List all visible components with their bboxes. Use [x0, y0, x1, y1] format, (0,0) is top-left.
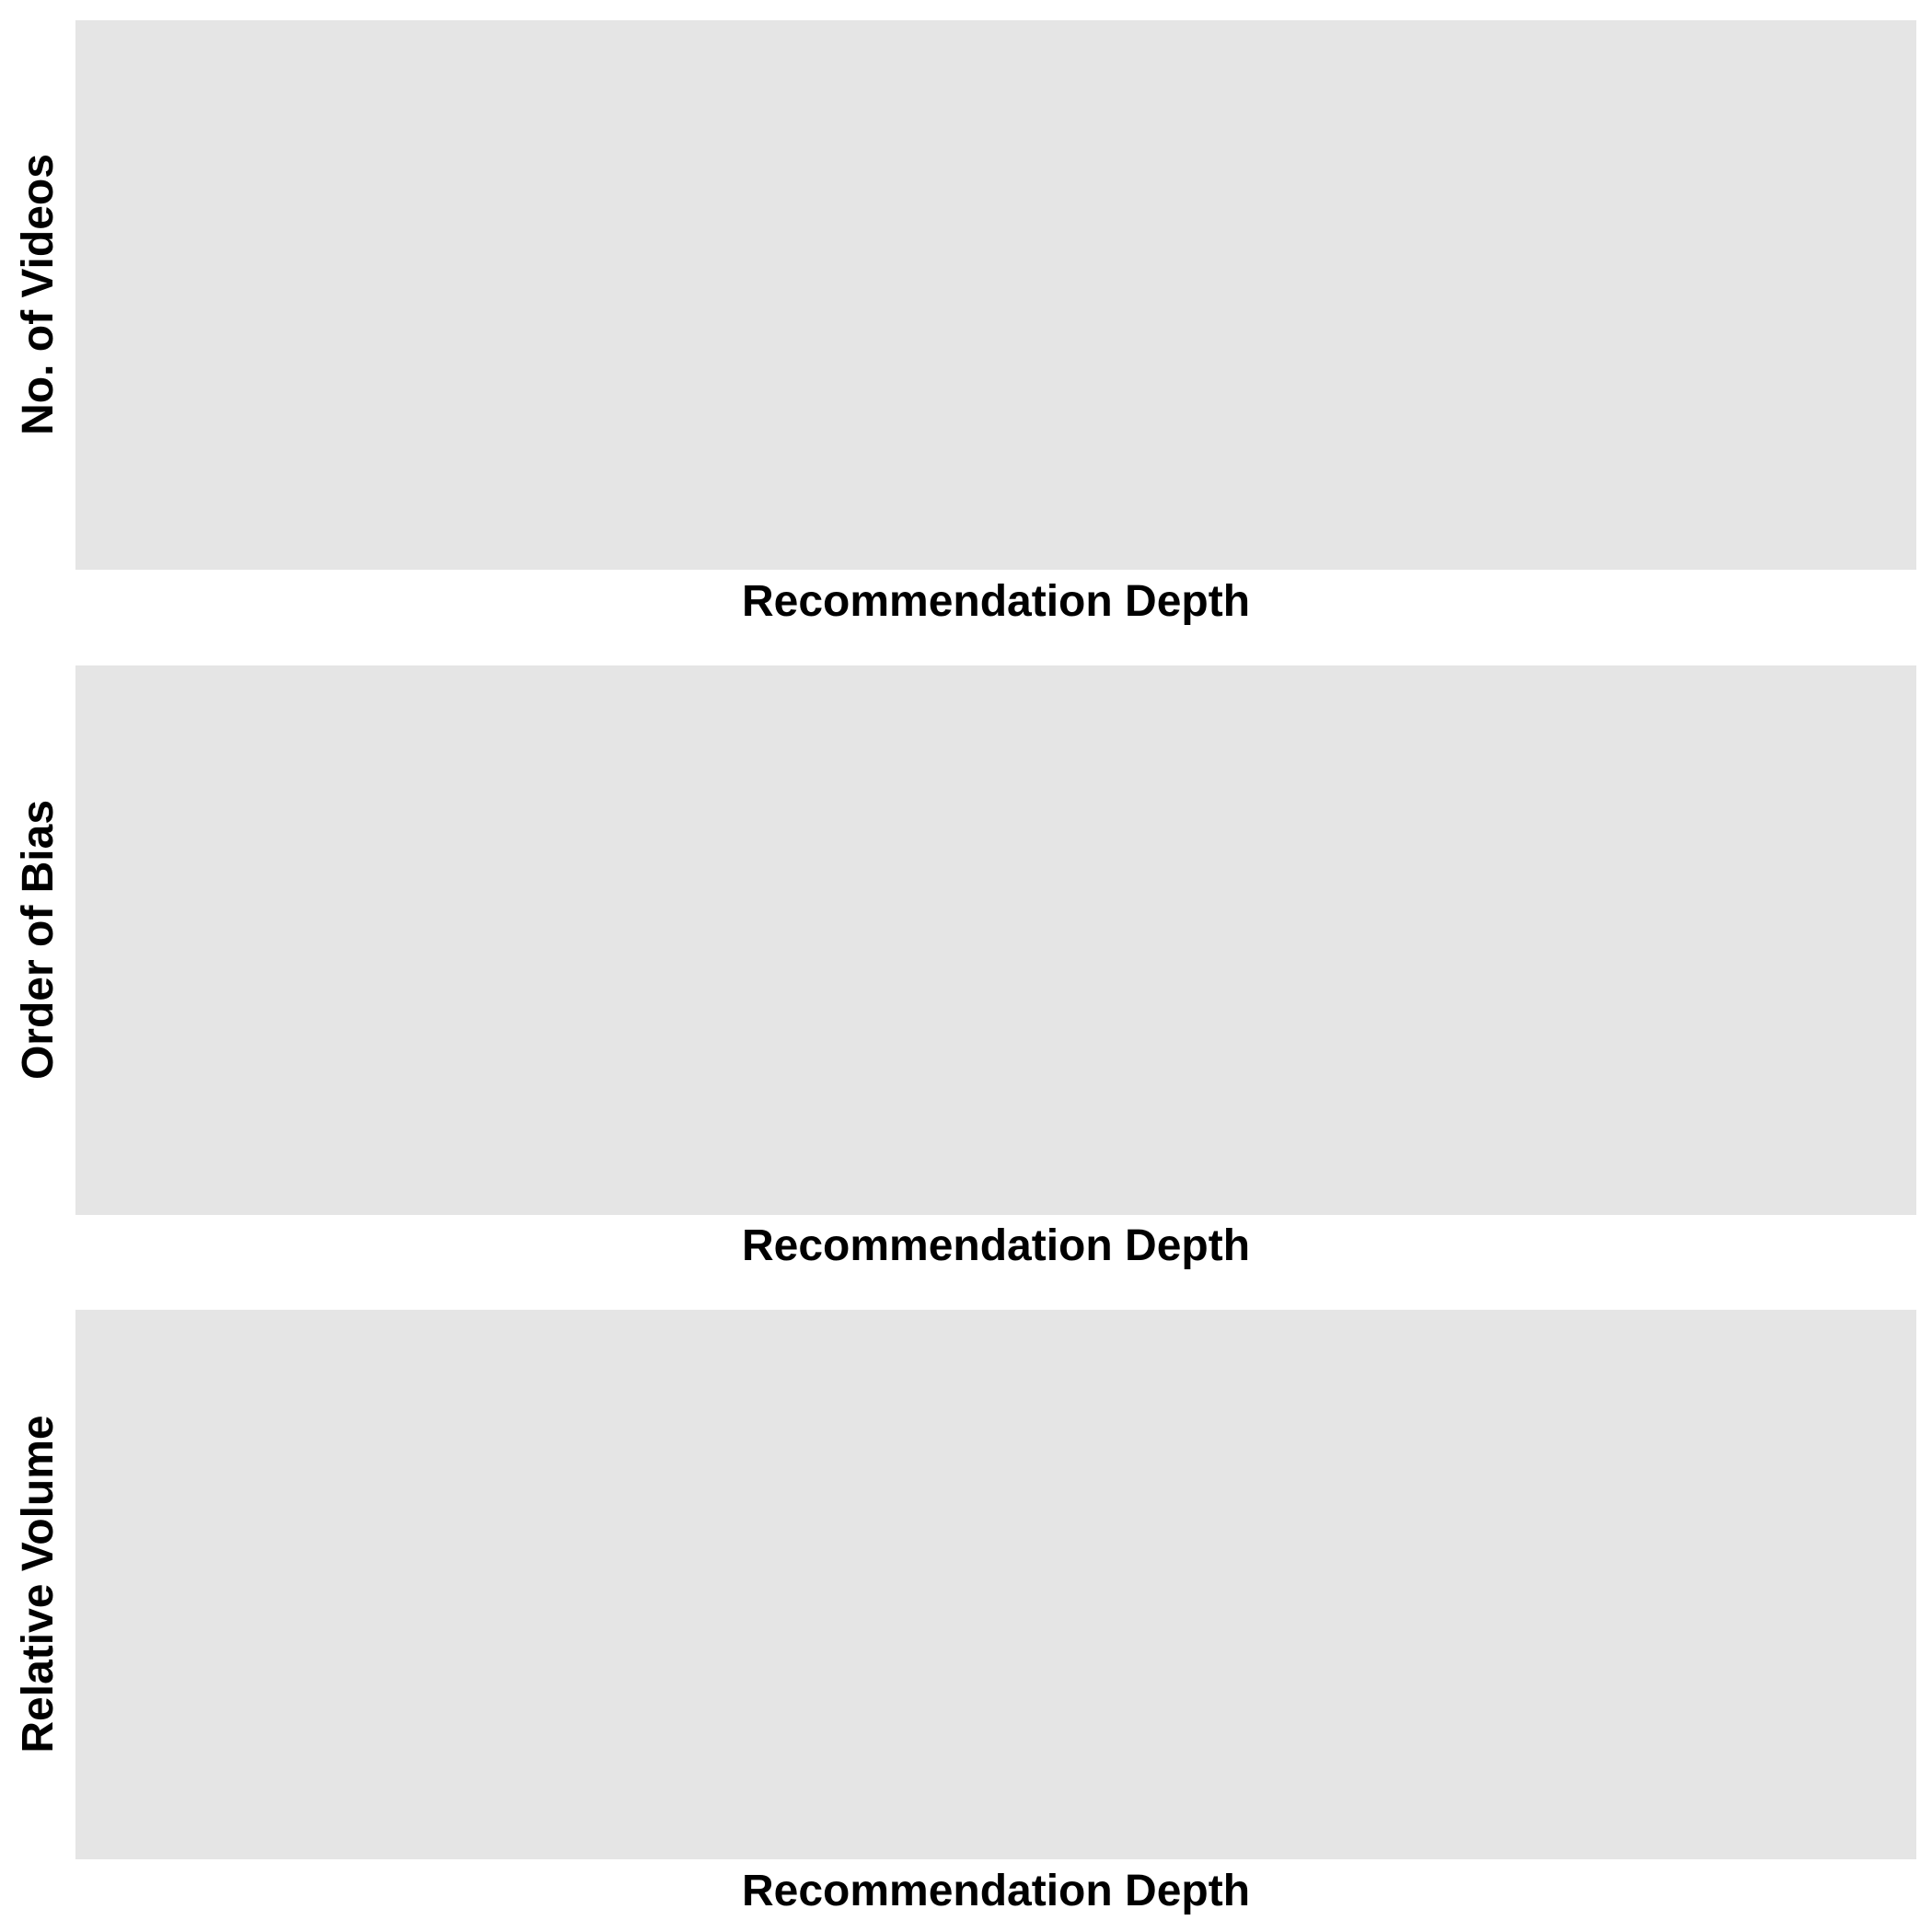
x-axis-label-volume: Recommendation Depth [741, 1867, 1251, 1915]
y-axis-label-bias: Order of Bias [14, 799, 63, 1081]
y-axis-label-volume: Relative Volume [14, 1415, 63, 1753]
plot-panel-volume [75, 1310, 1916, 1859]
x-axis-label-bias: Recommendation Depth [741, 1221, 1251, 1270]
y-axis-label-videos: No. of Videos [14, 154, 63, 435]
x-axis-label-videos: Recommendation Depth [741, 577, 1251, 626]
plot-panel-bias [75, 665, 1916, 1215]
plot-panel-videos [75, 20, 1916, 570]
